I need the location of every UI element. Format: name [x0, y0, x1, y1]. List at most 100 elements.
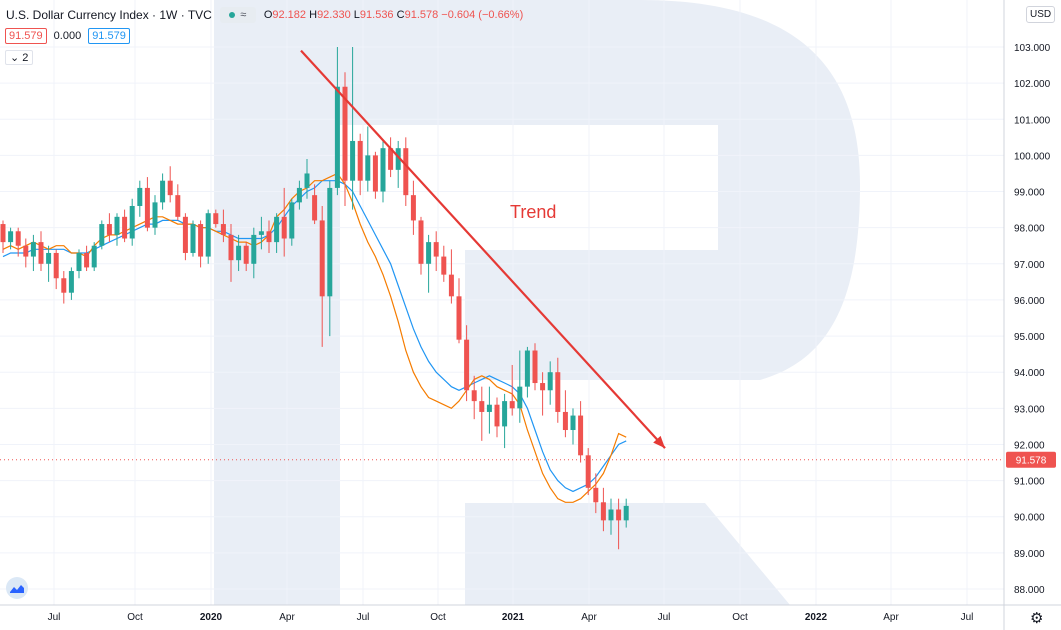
candle-body: [76, 252, 82, 272]
candle: [205, 209, 211, 264]
watermark-r-leg: [465, 503, 790, 605]
candle: [327, 180, 333, 337]
candle-body: [448, 274, 454, 297]
ask-button[interactable]: 91.579: [88, 28, 130, 44]
price-tick-label: 92.000: [1014, 440, 1045, 451]
market-status-button[interactable]: ≈: [219, 7, 256, 23]
candle: [486, 386, 492, 434]
candle: [319, 205, 325, 347]
indicator-glyph: ≈: [240, 9, 247, 21]
candle-body: [616, 509, 622, 521]
candle-body: [380, 148, 386, 192]
candle-body: [137, 187, 143, 206]
candle: [38, 231, 44, 272]
candle: [289, 198, 295, 246]
candle-body: [220, 224, 226, 235]
candle: [53, 249, 59, 290]
candle-body: [395, 148, 401, 170]
candle-body: [8, 231, 14, 243]
candle-body: [433, 242, 439, 257]
candle-body: [205, 213, 211, 257]
candle: [182, 213, 188, 261]
candle-body: [236, 245, 242, 261]
candle: [129, 198, 135, 246]
candle-body: [410, 195, 416, 221]
candle-body: [350, 140, 356, 181]
candle-body: [61, 278, 67, 293]
candle: [418, 216, 424, 275]
indicator-count: 2: [22, 52, 29, 64]
candle: [448, 249, 454, 304]
candle-body: [160, 180, 166, 203]
candle: [342, 72, 348, 206]
gear-icon[interactable]: ⚙: [1030, 610, 1044, 627]
candle: [106, 213, 112, 243]
candle-body: [585, 455, 591, 488]
tradingview-logo-icon[interactable]: [6, 577, 28, 599]
candle-body: [327, 187, 333, 297]
candle: [190, 220, 196, 257]
candle-body: [509, 401, 515, 409]
time-tick-label: Oct: [127, 612, 143, 623]
candle-body: [258, 231, 264, 235]
candle-body: [524, 350, 530, 387]
candle: [251, 227, 257, 279]
candle-body: [486, 404, 492, 412]
trend-arrowhead: [653, 435, 665, 449]
candle-body: [122, 216, 128, 239]
candle: [99, 220, 105, 250]
candle-body: [68, 271, 74, 293]
candle-body: [600, 502, 606, 521]
candle: [464, 325, 470, 402]
currency-button[interactable]: USD: [1026, 6, 1056, 23]
price-tick-label: 89.000: [1014, 549, 1045, 560]
symbol-title[interactable]: U.S. Dollar Currency Index · 1W · TVC: [6, 8, 212, 22]
market-open-icon: [229, 12, 236, 18]
candle-body: [532, 350, 538, 384]
bid-button[interactable]: 91.579: [5, 28, 47, 44]
candle-body: [471, 390, 477, 402]
candle: [258, 216, 264, 250]
chevron-down-icon: ⌄: [10, 52, 20, 64]
candle: [365, 126, 371, 192]
candle-body: [46, 252, 52, 264]
candle: [15, 227, 21, 257]
candle-body: [91, 245, 97, 268]
time-tick-label: 2022: [805, 612, 828, 623]
candle: [426, 234, 432, 293]
watermark-logo: [214, 0, 860, 605]
candle: [68, 267, 74, 300]
candle: [456, 278, 462, 344]
candle: [540, 372, 546, 416]
candle-body: [190, 224, 196, 253]
watermark-r-body: [214, 0, 860, 605]
time-tick-label: 2021: [502, 612, 525, 623]
candle: [198, 220, 204, 268]
candle: [441, 245, 447, 282]
candle-body: [517, 386, 523, 409]
candle: [471, 375, 477, 420]
candle: [266, 220, 272, 253]
candle-body: [243, 245, 249, 264]
candle: [410, 180, 416, 235]
candle-body: [365, 155, 371, 181]
time-tick-label: Oct: [732, 612, 748, 623]
candle-body: [623, 505, 629, 521]
candle: [61, 271, 67, 304]
time-tick-label: 2020: [200, 612, 223, 623]
candle-body: [456, 296, 462, 340]
candle-body: [0, 224, 6, 243]
candle: [220, 209, 226, 243]
candle-body: [578, 415, 584, 456]
open-value: 92.182: [272, 9, 307, 21]
high-value: 92.330: [317, 9, 351, 21]
candle: [84, 245, 90, 272]
ma-fast-line: [2, 172, 627, 503]
candle: [494, 397, 500, 438]
candle: [350, 47, 356, 210]
price-tick-label: 91.000: [1014, 477, 1045, 488]
candle: [616, 498, 622, 550]
indicators-collapse-button[interactable]: ⌄ 2: [5, 50, 34, 65]
